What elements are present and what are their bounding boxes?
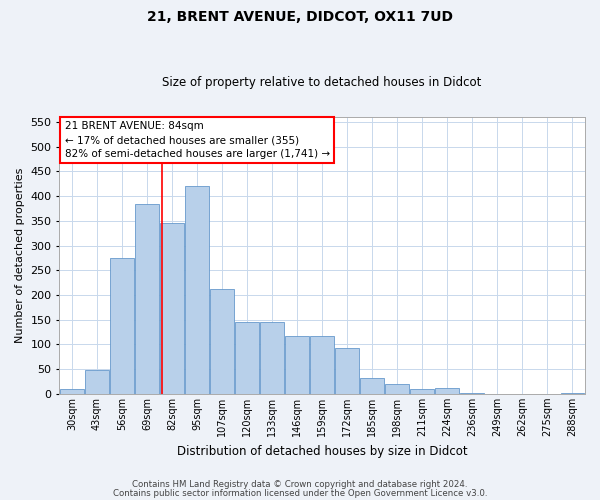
Bar xyxy=(560,393,584,394)
Text: 21 BRENT AVENUE: 84sqm
← 17% of detached houses are smaller (355)
82% of semi-de: 21 BRENT AVENUE: 84sqm ← 17% of detached… xyxy=(65,121,330,159)
Bar xyxy=(185,186,209,394)
Text: Contains public sector information licensed under the Open Government Licence v3: Contains public sector information licen… xyxy=(113,488,487,498)
Y-axis label: Number of detached properties: Number of detached properties xyxy=(15,168,25,343)
Bar xyxy=(361,378,384,394)
Bar xyxy=(436,388,459,394)
Text: Contains HM Land Registry data © Crown copyright and database right 2024.: Contains HM Land Registry data © Crown c… xyxy=(132,480,468,489)
Bar xyxy=(135,204,159,394)
Bar xyxy=(60,389,84,394)
Title: Size of property relative to detached houses in Didcot: Size of property relative to detached ho… xyxy=(163,76,482,90)
Bar xyxy=(210,289,234,394)
Bar xyxy=(85,370,109,394)
Bar xyxy=(410,389,434,394)
Bar xyxy=(160,224,184,394)
Text: 21, BRENT AVENUE, DIDCOT, OX11 7UD: 21, BRENT AVENUE, DIDCOT, OX11 7UD xyxy=(147,10,453,24)
Bar xyxy=(110,258,134,394)
Bar xyxy=(310,336,334,394)
Bar xyxy=(260,322,284,394)
Bar xyxy=(235,322,259,394)
Bar xyxy=(385,384,409,394)
Bar xyxy=(285,336,309,394)
X-axis label: Distribution of detached houses by size in Didcot: Distribution of detached houses by size … xyxy=(177,444,467,458)
Bar xyxy=(335,348,359,394)
